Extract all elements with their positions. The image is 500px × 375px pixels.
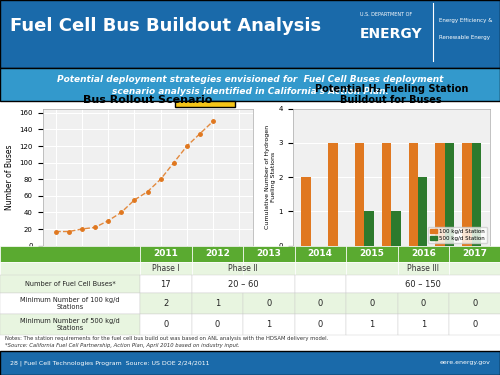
Text: 2014: 2014 [308, 249, 333, 258]
Text: 2012: 2012 [205, 249, 230, 258]
Text: Notes: The station requirements for the fuel cell bus build out was based on ANL: Notes: The station requirements for the … [5, 336, 328, 340]
Text: 2017: 2017 [462, 249, 487, 258]
Text: 0: 0 [472, 320, 478, 329]
Bar [192, 246, 243, 262]
Bar [140, 246, 192, 262]
Legend: 100 kg/d Station, 500 kg/d Station: 100 kg/d Station, 500 kg/d Station [428, 227, 487, 243]
Bar [398, 262, 449, 274]
Text: Potential deployment strategies envisioned for  Fuel Cell Buses deployment: Potential deployment strategies envision… [57, 75, 443, 84]
Bar [0, 246, 140, 262]
Bar [346, 274, 500, 293]
Title: Potential H₂ Fueling Station
Buildout for Buses: Potential H₂ Fueling Station Buildout fo… [314, 84, 468, 105]
Text: ENERGY: ENERGY [360, 27, 422, 41]
Bar [0, 262, 140, 274]
Bar [449, 294, 500, 314]
Bar [462, 143, 471, 246]
Bar [0, 294, 140, 314]
Bar [355, 143, 364, 246]
Text: *Source: California Fuel Cell Partnership, Action Plan, April 2010 based on indu: *Source: California Fuel Cell Partnershi… [5, 343, 240, 348]
Text: 0: 0 [369, 299, 374, 308]
Bar [391, 211, 400, 246]
Bar [243, 314, 294, 335]
Y-axis label: Number of Buses: Number of Buses [4, 144, 14, 210]
Text: 0: 0 [420, 299, 426, 308]
Text: 1: 1 [266, 320, 272, 329]
Bar [346, 314, 398, 335]
Bar [364, 211, 374, 246]
Bar [449, 262, 500, 274]
Text: 1: 1 [420, 320, 426, 329]
Bar [294, 274, 346, 293]
Bar [140, 314, 192, 335]
Text: 0: 0 [472, 299, 478, 308]
Y-axis label: Cumulative Number of Hydrogen
Fueling Stations: Cumulative Number of Hydrogen Fueling St… [264, 125, 276, 229]
Bar [140, 274, 192, 293]
Bar [192, 294, 243, 314]
Bar [302, 177, 311, 246]
Text: 2011: 2011 [154, 249, 178, 258]
Text: Energy Efficiency &: Energy Efficiency & [439, 18, 492, 23]
Text: Fuel Cell Bus Buildout Analysis: Fuel Cell Bus Buildout Analysis [10, 16, 321, 34]
FancyBboxPatch shape [0, 0, 500, 68]
Text: scenario analysis identified in California's Action Plan.: scenario analysis identified in Californ… [112, 87, 388, 96]
Text: U.S. DEPARTMENT OF: U.S. DEPARTMENT OF [360, 12, 412, 17]
Text: 1: 1 [214, 299, 220, 308]
Text: 0: 0 [214, 320, 220, 329]
Bar [294, 262, 346, 274]
Bar [192, 314, 243, 335]
Text: 2016: 2016 [411, 249, 436, 258]
Bar [243, 262, 294, 274]
Text: 28 | Fuel Cell Technologies Program  Source: US DOE 2/24/2011: 28 | Fuel Cell Technologies Program Sour… [10, 360, 209, 366]
Bar [294, 246, 346, 262]
Bar [398, 314, 449, 335]
Bar [328, 143, 338, 246]
Bar [140, 294, 192, 314]
Bar [192, 274, 294, 293]
FancyBboxPatch shape [0, 351, 500, 375]
Text: 20 – 60: 20 – 60 [228, 280, 258, 289]
Bar [243, 294, 294, 314]
Bar [346, 246, 398, 262]
Text: 2013: 2013 [256, 249, 281, 258]
FancyBboxPatch shape [175, 101, 235, 107]
Text: Minimum Number of 100 kg/d
Stations: Minimum Number of 100 kg/d Stations [20, 297, 120, 310]
Text: Renewable Energy: Renewable Energy [439, 34, 490, 40]
Text: Phase III: Phase III [407, 264, 440, 273]
Bar [408, 143, 418, 246]
Text: 0: 0 [318, 299, 323, 308]
Text: Phase II: Phase II [228, 264, 258, 273]
Bar [398, 294, 449, 314]
Text: 1: 1 [369, 320, 374, 329]
Text: 0: 0 [266, 299, 272, 308]
Text: Phase I: Phase I [152, 264, 180, 273]
Bar [398, 246, 449, 262]
Bar [192, 262, 243, 274]
Bar [445, 143, 454, 246]
Bar [294, 294, 346, 314]
Bar [346, 262, 398, 274]
Bar [382, 143, 391, 246]
Text: 17: 17 [160, 280, 171, 289]
Text: Number of Fuel Cell Buses*: Number of Fuel Cell Buses* [24, 281, 116, 287]
Bar [0, 314, 140, 335]
FancyBboxPatch shape [0, 68, 500, 101]
Text: 2015: 2015 [360, 249, 384, 258]
Bar [472, 143, 481, 246]
Bar [0, 274, 140, 293]
Bar [449, 246, 500, 262]
Text: 60 – 150: 60 – 150 [406, 280, 441, 289]
Bar [294, 314, 346, 335]
Text: 2: 2 [163, 299, 168, 308]
Text: eere.energy.gov: eere.energy.gov [439, 360, 490, 365]
Title: Bus Rollout Scenario: Bus Rollout Scenario [83, 95, 212, 105]
Bar [418, 177, 428, 246]
Bar [346, 294, 398, 314]
Bar [449, 314, 500, 335]
Bar [243, 246, 294, 262]
Text: 0: 0 [163, 320, 168, 329]
Bar [140, 262, 192, 274]
Text: Minimum Number of 500 kg/d
Stations: Minimum Number of 500 kg/d Stations [20, 318, 120, 331]
Bar [436, 143, 445, 246]
Text: 0: 0 [318, 320, 323, 329]
